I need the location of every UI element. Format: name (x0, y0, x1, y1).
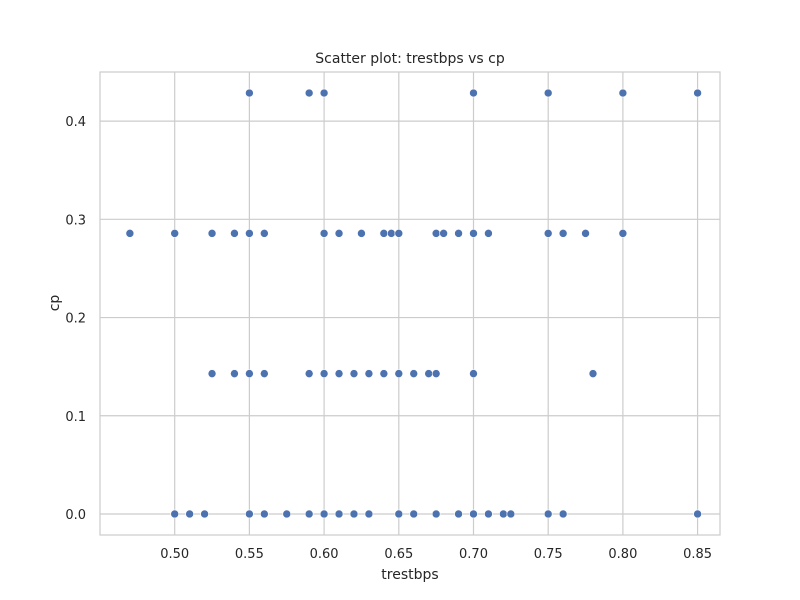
y-tick-label: 0.2 (65, 312, 86, 327)
x-tick-label: 0.75 (534, 547, 563, 562)
data-point (558, 509, 568, 519)
data-point (200, 509, 209, 519)
data-point (543, 509, 553, 519)
data-point (245, 229, 254, 238)
data-point (394, 369, 404, 378)
data-point (581, 229, 590, 238)
data-point (499, 509, 508, 519)
data-point (409, 369, 419, 378)
data-point (439, 229, 448, 238)
y-tick-label: 0.0 (65, 508, 86, 523)
data-point (431, 229, 441, 238)
x-tick-label: 0.80 (608, 547, 637, 562)
x-axis-label: trestbps (381, 567, 438, 583)
data-point (334, 229, 344, 238)
data-point (394, 229, 404, 238)
plot-frame (99, 71, 721, 536)
data-point (543, 229, 553, 238)
data-point (230, 369, 239, 378)
data-point (618, 229, 628, 238)
data-point (260, 229, 269, 238)
data-point (245, 509, 254, 519)
y-tick-label: 0.1 (65, 410, 86, 425)
data-points (125, 88, 702, 519)
data-point (260, 369, 269, 378)
data-point (357, 229, 366, 238)
data-point (469, 88, 478, 98)
data-point (588, 369, 598, 378)
data-point (304, 88, 314, 98)
data-point (170, 509, 179, 519)
data-point (469, 229, 478, 238)
data-point (245, 88, 254, 98)
data-point (506, 509, 516, 519)
data-point (469, 509, 478, 519)
x-tick-label: 0.55 (235, 547, 264, 562)
data-point (558, 229, 568, 238)
data-point (364, 509, 374, 519)
data-point (319, 88, 329, 98)
data-point (170, 229, 179, 238)
data-point (409, 509, 419, 519)
data-point (424, 369, 433, 378)
y-axis-label: cp (47, 295, 63, 312)
x-tick-label: 0.85 (683, 547, 712, 562)
data-point (543, 88, 553, 98)
y-tick-labels: 0.0 0.1 0.2 0.3 0.4 (65, 115, 86, 523)
data-point (349, 509, 359, 519)
y-tick-label: 0.3 (65, 213, 86, 228)
x-tick-label: 0.70 (459, 547, 488, 562)
data-point (454, 229, 463, 238)
chart-title: Scatter plot: trestbps vs cp (315, 51, 505, 67)
data-point (379, 229, 389, 238)
x-tick-label: 0.50 (160, 547, 189, 562)
data-point (454, 509, 463, 519)
data-point (304, 369, 314, 378)
x-tick-labels: 0.50 0.55 0.60 0.65 0.70 0.75 0.80 0.85 (160, 547, 712, 562)
data-point (207, 369, 217, 378)
data-point (394, 509, 404, 519)
x-tick-label: 0.60 (310, 547, 339, 562)
data-point (387, 229, 396, 238)
data-point (379, 369, 389, 378)
data-point (260, 509, 269, 519)
data-point (282, 509, 292, 519)
data-point (245, 369, 254, 378)
x-tick-label: 0.65 (384, 547, 413, 562)
data-point (484, 229, 493, 238)
data-point (469, 369, 478, 378)
data-point (230, 229, 239, 238)
data-point (185, 509, 194, 519)
data-point (349, 369, 359, 378)
data-point (484, 509, 493, 519)
data-point (334, 509, 344, 519)
data-point (334, 369, 344, 378)
data-point (693, 88, 702, 98)
data-point (618, 88, 628, 98)
data-point (319, 229, 329, 238)
data-point (319, 369, 329, 378)
data-point (431, 509, 441, 519)
y-tick-label: 0.4 (65, 115, 86, 130)
data-point (693, 509, 702, 519)
data-point (207, 229, 217, 238)
data-point (125, 229, 135, 238)
data-point (364, 369, 374, 378)
data-point (431, 369, 441, 378)
grid-lines (100, 72, 720, 535)
data-point (304, 509, 314, 519)
data-point (319, 509, 329, 519)
